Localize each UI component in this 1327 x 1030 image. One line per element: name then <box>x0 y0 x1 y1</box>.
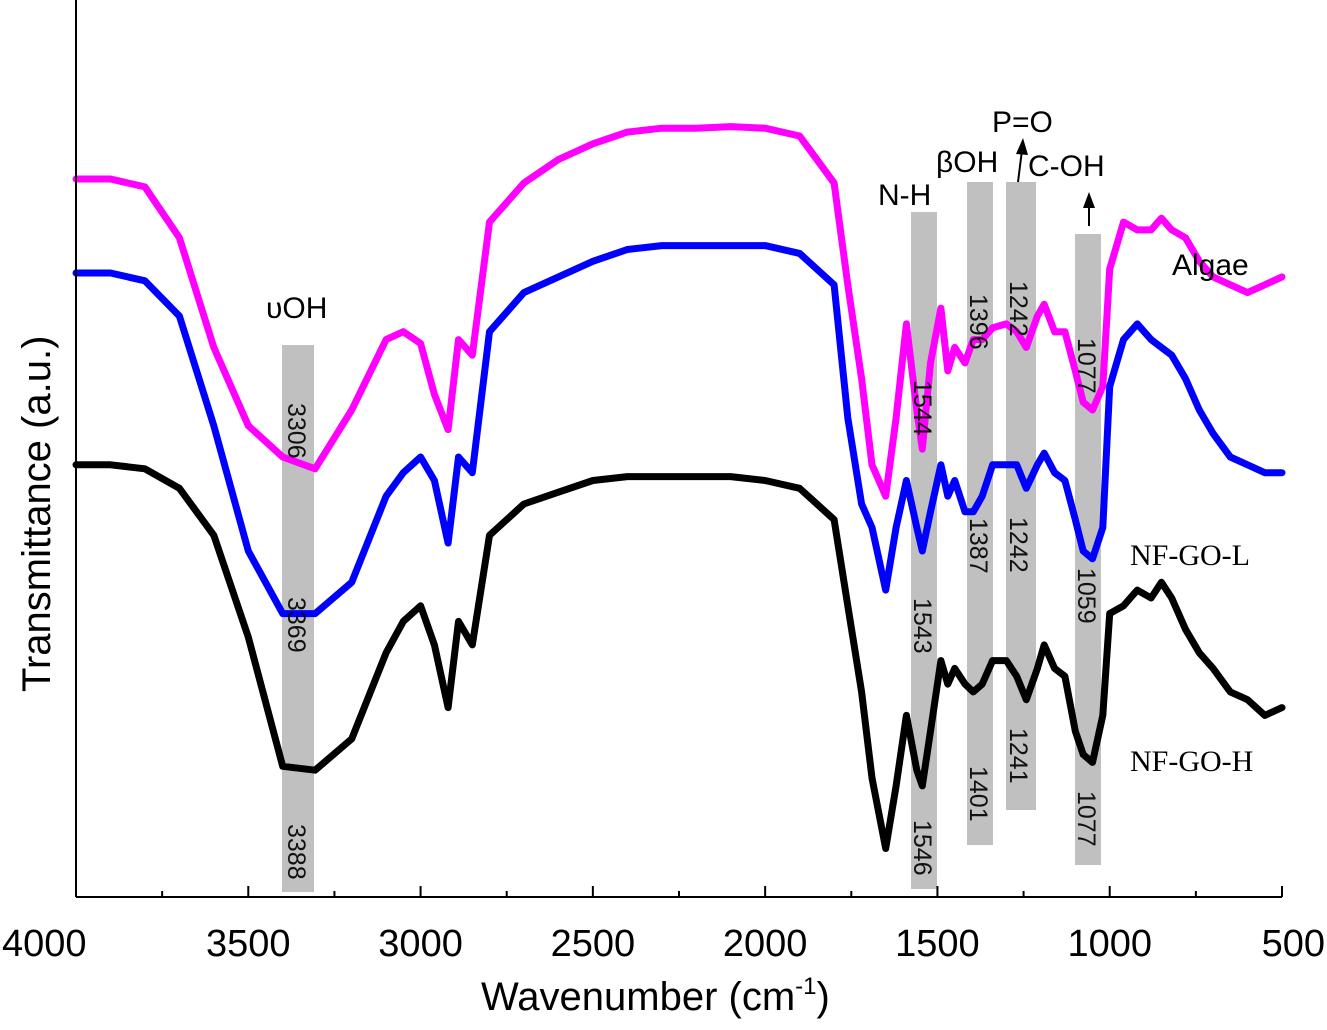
band-label-1396: 1396 <box>964 294 992 350</box>
x-axis-title: Wavenumber (cm-1) <box>481 973 830 1019</box>
legend-nf-go-h: NF-GO-H <box>1130 745 1253 778</box>
band-label-1242-a: 1242 <box>1004 281 1032 337</box>
x-tick-label: 3500 <box>206 923 291 965</box>
band-label-1241: 1241 <box>1004 728 1032 784</box>
legend: Algae NF-GO-L NF-GO-H <box>1130 249 1253 778</box>
axes: 4000 3500 3000 2500 2000 1500 1000 500 <box>2 0 1325 965</box>
band-oh <box>282 345 314 892</box>
band-label-3388: 3388 <box>282 824 310 880</box>
x-tick-label: 1500 <box>895 923 980 965</box>
series-line-nf-go-l <box>72 242 1286 618</box>
arrow-up-icon <box>1016 138 1028 183</box>
band-group-labels: υOH N-H βOH P=O C-OH <box>266 106 1105 325</box>
band-label-1077-a: 1077 <box>1072 338 1100 394</box>
arrow-up-icon <box>1083 192 1095 226</box>
group-label-n-h: N-H <box>878 179 931 212</box>
band-label-1401: 1401 <box>964 766 992 822</box>
band-label-1543: 1543 <box>908 598 936 654</box>
band-label-1544: 1544 <box>908 380 936 436</box>
y-axis-title: Transmittance (a.u.) <box>15 336 59 692</box>
group-label-p-o: P=O <box>992 106 1053 139</box>
series-line-algae <box>72 123 1286 500</box>
group-label-c-oh: C-OH <box>1028 150 1105 183</box>
group-label-beta-oh: βOH <box>936 146 998 179</box>
band-p-o <box>1006 182 1036 810</box>
x-ticks: 4000 3500 3000 2500 2000 1500 1000 500 <box>2 886 1325 965</box>
x-tick-label: 1000 <box>1067 923 1152 965</box>
band-values: 3306 3369 3388 1544 1543 1546 1396 1387 … <box>282 281 1100 880</box>
band-label-1546: 1546 <box>908 820 936 876</box>
spectra <box>72 123 1286 852</box>
x-tick-label: 2500 <box>551 923 636 965</box>
band-label-3369: 3369 <box>282 597 310 653</box>
series-line-nf-go-h <box>72 461 1286 852</box>
group-label-v-oh: υOH <box>266 292 327 325</box>
x-tick-label: 500 <box>1262 923 1325 965</box>
legend-algae: Algae <box>1172 249 1249 282</box>
x-tick-label: 4000 <box>2 923 87 965</box>
band-label-1059: 1059 <box>1072 568 1100 624</box>
x-tick-label: 3000 <box>378 923 463 965</box>
band-label-3306: 3306 <box>282 403 310 459</box>
legend-nf-go-l: NF-GO-L <box>1130 539 1250 572</box>
band-label-1387: 1387 <box>964 518 992 574</box>
band-label-1077-b: 1077 <box>1072 791 1100 847</box>
x-tick-label: 2000 <box>723 923 808 965</box>
band-label-1242-b: 1242 <box>1004 517 1032 573</box>
